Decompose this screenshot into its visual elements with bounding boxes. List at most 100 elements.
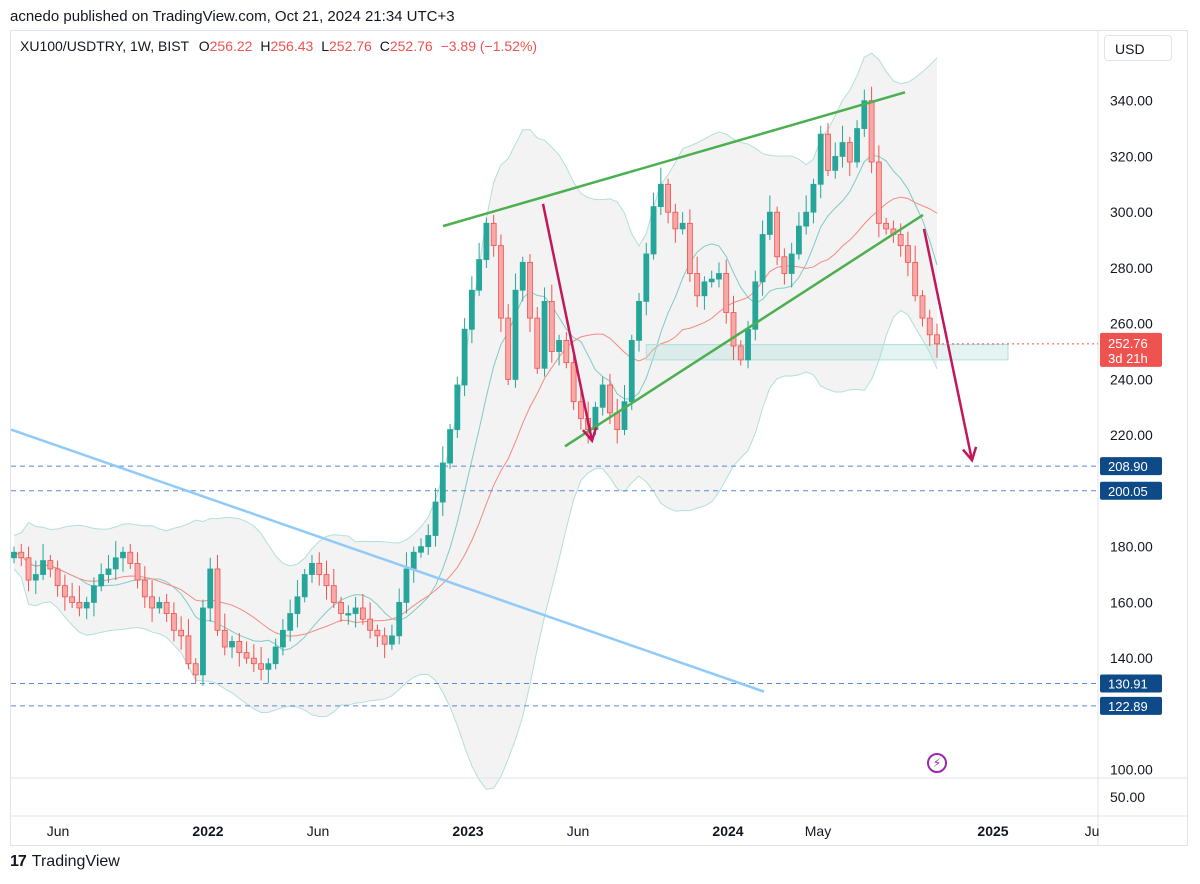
legend-close-value: 252.76 [389,38,433,54]
candle-body [200,607,206,676]
candle-body [505,317,512,380]
legend-change: −3.89 (−1.52%) [440,38,538,54]
candle-body [229,641,235,648]
candle-body [170,613,177,631]
x-tick-label: Jun [567,823,590,839]
candle-body [716,273,722,280]
candle-body [679,222,686,230]
candle-body [556,339,562,352]
candle-body [607,384,613,414]
tradingview-logo-icon: 17 [10,853,27,870]
candle-body [468,289,475,330]
candle-body [636,300,642,341]
x-tick-label: Ju [1085,823,1100,839]
candle-body [447,429,453,464]
legend-symbol: XU100/USDTRY, 1W, BIST [20,38,189,54]
candle-body [483,222,490,260]
candle-body [657,183,664,208]
candle-body [316,562,323,575]
candle-body [76,601,83,609]
level-tag-label: 208.90 [1108,459,1148,474]
candle-body [883,222,890,230]
candle-body [846,142,853,163]
x-tick-label: 2022 [192,823,223,839]
y-tick-label: 280.00 [1110,260,1153,276]
candle-body [156,601,163,609]
candle-body [476,259,483,291]
level-tag [1100,696,1162,715]
publisher-line: acnedo published on TradingView.com, Oct… [10,8,455,25]
upper-band-line [13,52,938,567]
legend-close-label: C [379,38,390,54]
y-tick-label: 100.00 [1110,762,1153,778]
chart-panel[interactable] [10,30,1188,846]
down-arrow-shaft [922,228,974,461]
candle-body [519,261,526,291]
candle-body [272,646,279,665]
lightning-icon[interactable]: ⚡ [927,753,947,773]
candle-body [61,585,68,598]
x-tick-label: 2025 [977,823,1008,839]
level-tag [1100,674,1162,693]
candle-body [686,222,693,274]
candle-body [120,551,126,559]
candle-body [875,161,882,224]
candle-body [832,156,839,171]
candle-body [599,384,606,408]
support-zone [645,344,1009,361]
x-tick-label: May [805,823,831,839]
band-fill [14,53,937,790]
candle-body [134,562,141,581]
candle-body [32,574,39,581]
candle-body [40,560,46,575]
candle-body [25,557,32,581]
candle-body [621,401,628,430]
candle-body [91,585,97,603]
level-tag [1100,457,1162,476]
candle-body [643,253,650,302]
volume-scale-label: 50.00 [1110,789,1145,805]
x-tick-label: 2023 [452,823,483,839]
candle-body [650,206,657,255]
candle-body [243,652,250,659]
candle-body [192,663,199,676]
descending-trendline [10,428,765,693]
down-arrow-shaft [541,203,594,441]
legend-open-value: 256.22 [209,38,253,54]
candle-body [548,300,555,352]
candle-body [258,663,265,670]
candles [11,86,940,687]
candle-body [236,641,243,653]
candle-body [897,234,904,247]
candle-body [47,560,54,570]
candle-body [18,551,25,559]
level-tag-label: 130.91 [1108,676,1148,691]
axes: 360.00340.00320.00300.00280.00260.00240.… [11,31,1188,846]
candle-body [294,596,301,614]
candle-body [410,551,417,570]
y-tick-label: 160.00 [1110,594,1153,610]
candle-body [534,317,541,369]
y-tick-label: 180.00 [1110,539,1153,555]
candle-body [265,663,272,670]
candle-body [250,657,257,665]
candle-body [141,579,148,598]
candle-body [461,328,468,386]
footer-brand: TradingView [31,853,120,870]
candle-body [570,362,577,403]
candle-body [287,613,294,631]
candle-body [912,261,919,297]
candle-body [854,128,860,163]
x-tick-label: 2024 [712,823,743,839]
currency-button[interactable]: USD [1104,35,1172,61]
candle-body [788,253,795,274]
x-tick-label: Jun [307,823,330,839]
candle-body [861,100,868,129]
candle-body [628,339,635,403]
candle-body [934,334,940,345]
candle-body [796,225,802,255]
wedge-lower-line [564,213,924,448]
candle-body [221,629,228,648]
y-tick-label: 340.00 [1110,93,1153,109]
